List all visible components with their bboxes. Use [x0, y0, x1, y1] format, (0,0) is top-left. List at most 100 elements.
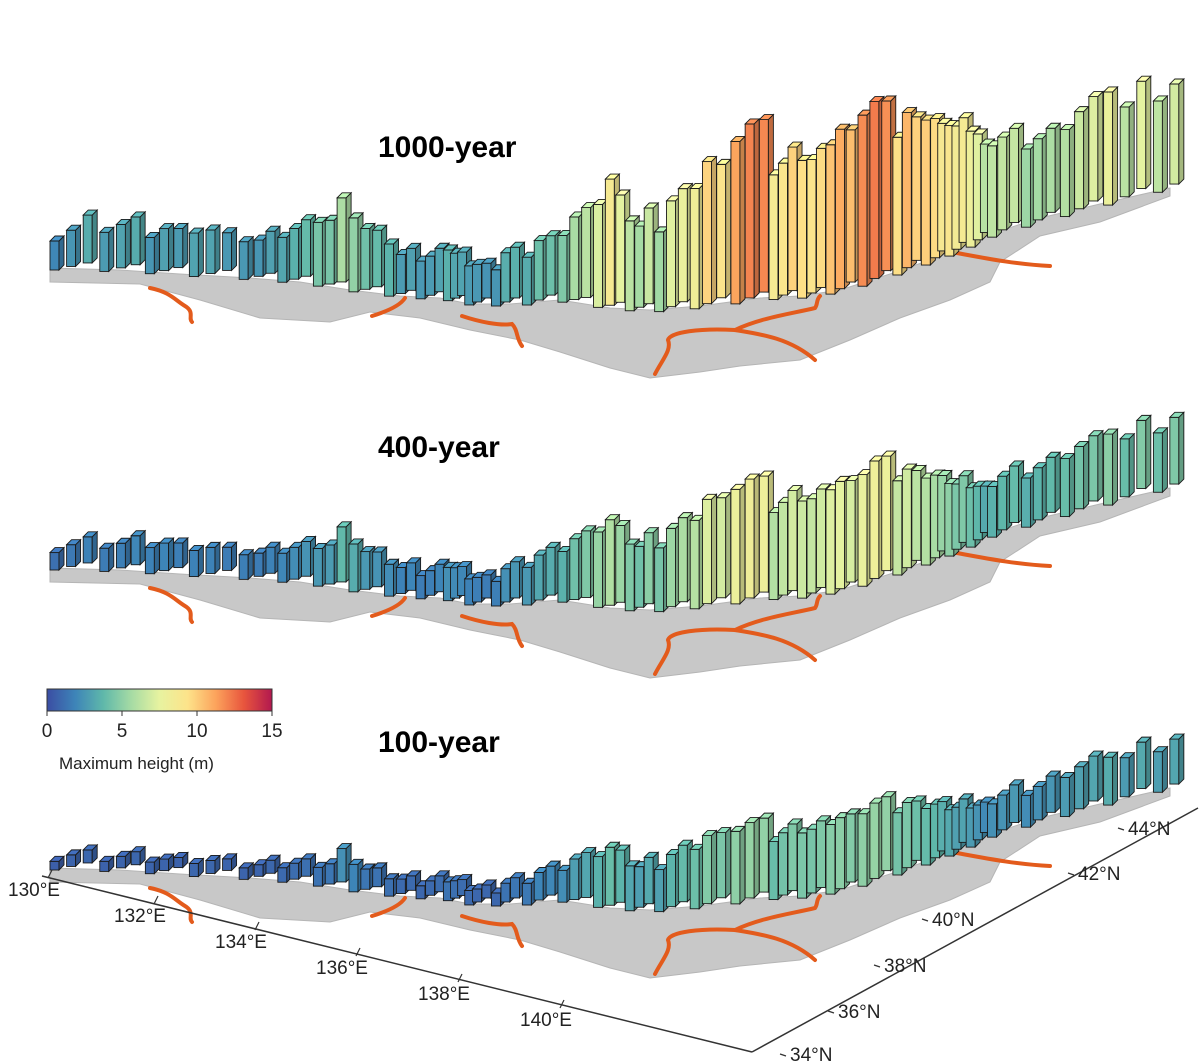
bar — [144, 231, 161, 275]
bar — [238, 548, 255, 581]
x-tick-mark — [153, 895, 159, 905]
bar — [1032, 461, 1049, 521]
colorbar-label: Maximum height (m) — [59, 754, 214, 773]
bar — [158, 852, 175, 872]
bar — [1045, 122, 1062, 214]
bar — [1102, 751, 1119, 807]
bar — [221, 852, 238, 872]
bar — [1087, 749, 1104, 803]
bar — [115, 850, 132, 869]
bar — [701, 493, 718, 605]
fault-line — [370, 896, 407, 918]
bar — [1073, 440, 1090, 510]
bar — [1059, 771, 1076, 818]
fault-line — [733, 894, 822, 932]
y-tick-label: 40°N — [932, 910, 974, 931]
bar — [221, 541, 238, 572]
bar — [204, 854, 222, 875]
x-tick-label: 138°E — [418, 984, 470, 1005]
x-axis-line — [41, 875, 753, 1053]
fault-line — [460, 914, 524, 948]
fault-line — [370, 596, 407, 618]
y-tick-mark — [921, 918, 929, 922]
x-tick-mark — [355, 947, 361, 957]
bar — [204, 223, 222, 275]
bar — [1152, 745, 1169, 794]
bar — [1119, 751, 1136, 798]
bar — [1087, 90, 1104, 203]
panel-1000-year: 1000-year — [48, 75, 1185, 379]
x-tick-label: 130°E — [8, 880, 60, 901]
y-tick-mark — [1067, 872, 1075, 876]
bar — [130, 845, 147, 866]
bar — [158, 222, 175, 272]
bar — [1087, 429, 1104, 503]
bar — [98, 226, 115, 273]
bar — [1032, 780, 1049, 821]
colorbar-tick-label: 10 — [186, 721, 207, 742]
bar — [204, 541, 222, 575]
bar — [701, 155, 718, 305]
bar — [238, 861, 255, 881]
bar — [115, 537, 132, 569]
fault-line — [148, 586, 194, 624]
bar — [172, 536, 189, 569]
bar — [1073, 760, 1090, 810]
x-tick-label: 132°E — [114, 906, 166, 927]
y-tick-mark — [873, 964, 881, 968]
bar — [715, 491, 732, 599]
japan-landmass — [49, 787, 1171, 979]
y-tick-mark — [779, 1053, 787, 1057]
japan-landmass — [49, 187, 1171, 379]
x-tick-label: 140°E — [520, 1010, 572, 1031]
y-tick-label: 44°N — [1128, 819, 1170, 840]
fault-line — [653, 627, 817, 676]
bar — [238, 235, 255, 281]
panel-400-year: 400-year — [48, 411, 1185, 679]
y-tick-label: 38°N — [884, 956, 926, 977]
bar — [144, 541, 161, 575]
bar — [1045, 770, 1062, 814]
fault-line — [148, 286, 194, 324]
colorbar-tick-label: 0 — [42, 721, 53, 742]
y-tick-mark — [827, 1010, 835, 1014]
panel-title: 100-year — [378, 726, 500, 759]
bar — [115, 218, 132, 269]
bar — [729, 135, 747, 305]
colorbar: 0 5 10 15 Maximum height (m) — [42, 688, 283, 773]
bar — [130, 529, 147, 566]
axes: 130°E 132°E 134°E 136°E 138°E 140°E 34°N 36°N 38… — [8, 807, 1199, 1064]
bar — [144, 856, 161, 875]
bar — [98, 542, 115, 573]
bar — [1059, 123, 1076, 218]
y-tick-label: 36°N — [838, 1002, 880, 1023]
bar — [1032, 132, 1049, 221]
x-tick-label: 136°E — [316, 958, 368, 979]
bar — [1102, 427, 1119, 507]
bar — [48, 855, 66, 872]
bar — [48, 546, 66, 572]
panel-title: 1000-year — [378, 131, 517, 164]
y-tick-label: 34°N — [790, 1045, 832, 1064]
x-tick-mark — [47, 869, 53, 879]
colorbar-tick-label: 15 — [261, 721, 282, 742]
bar — [130, 210, 147, 266]
fault-line — [653, 327, 817, 376]
panel-title: 400-year — [378, 431, 500, 464]
bar — [82, 209, 99, 265]
bar — [336, 842, 353, 884]
x-tick-mark — [254, 921, 260, 931]
bar — [1168, 77, 1185, 186]
bar — [1135, 75, 1152, 190]
bar — [1045, 451, 1062, 514]
bar — [1119, 432, 1136, 498]
bar — [65, 848, 82, 868]
bar — [1135, 414, 1152, 490]
bar — [1152, 426, 1169, 494]
colorbar-gradient — [46, 688, 273, 712]
bar — [701, 829, 718, 905]
bar — [188, 544, 205, 578]
bar — [1168, 733, 1185, 786]
x-tick-label: 134°E — [215, 932, 267, 953]
